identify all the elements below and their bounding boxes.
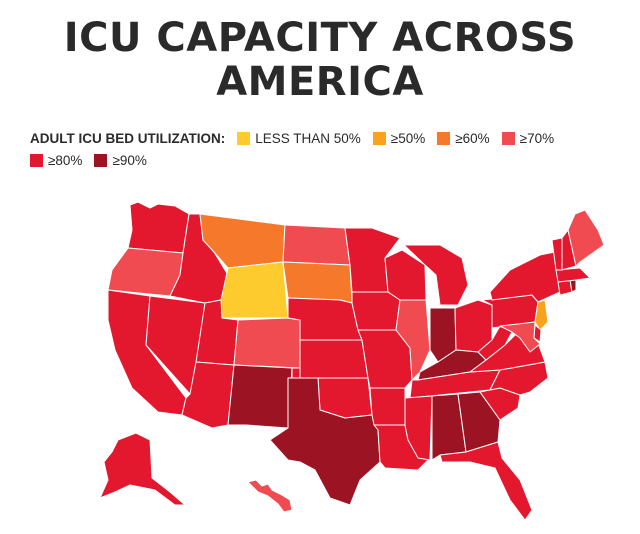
state-ME[interactable] — [567, 209, 605, 267]
legend-item-50: ≥50% — [372, 130, 426, 146]
legend-item-70: ≥70% — [501, 130, 555, 146]
state-MI[interactable] — [403, 244, 469, 306]
state-NM[interactable] — [227, 364, 293, 429]
legend-item-text: ≥80% — [48, 152, 83, 168]
legend-item-80: ≥80% — [30, 153, 82, 168]
state-NY[interactable] — [489, 251, 561, 303]
state-AK[interactable] — [99, 432, 186, 506]
state-FL[interactable] — [439, 441, 533, 521]
state-HI[interactable] — [247, 479, 293, 513]
state-SD[interactable] — [282, 261, 353, 304]
title-line-2: AMERICA — [216, 59, 424, 105]
legend-item-text: LESS THAN 50% — [255, 130, 361, 146]
legend-item-less-than-50: LESS THAN 50% — [237, 131, 361, 146]
state-IL[interactable] — [395, 299, 431, 381]
legend: ADULT ICU BED UTILIZATION: LESS THAN 50%… — [30, 128, 630, 172]
state-MD[interactable] — [499, 321, 541, 353]
state-AR[interactable] — [369, 387, 406, 426]
legend-item-text: ≥70% — [519, 130, 555, 146]
legend-swatch — [94, 153, 108, 167]
legend-swatch — [372, 131, 386, 145]
legend-swatch — [30, 153, 43, 167]
state-TX[interactable] — [269, 377, 381, 506]
legend-title: ADULT ICU BED UTILIZATION: — [30, 130, 226, 146]
state-OR[interactable] — [107, 247, 184, 297]
legend-swatch — [501, 131, 515, 145]
state-ND[interactable] — [282, 224, 351, 266]
state-WA[interactable] — [127, 201, 190, 254]
state-MA[interactable] — [555, 267, 591, 283]
legend-swatch — [237, 131, 251, 145]
legend-row-2: ≥80% ≥90% — [30, 150, 630, 170]
legend-item-90: ≥90% — [94, 152, 147, 168]
state-WY[interactable] — [220, 261, 289, 319]
state-IA[interactable] — [351, 291, 401, 331]
legend-swatch — [437, 131, 451, 145]
us-map — [99, 201, 605, 521]
state-KS[interactable] — [299, 339, 369, 379]
state-GA[interactable] — [457, 391, 501, 453]
state-CO[interactable] — [233, 317, 301, 369]
legend-row-1: ADULT ICU BED UTILIZATION: LESS THAN 50%… — [30, 128, 630, 148]
title-line-1: ICU CAPACITY ACROSS — [63, 15, 577, 61]
page-title: ICU CAPACITY ACROSS AMERICA — [0, 16, 640, 104]
legend-item-text: ≥50% — [390, 130, 426, 146]
state-NJ[interactable] — [534, 299, 549, 331]
legend-item-60: ≥60% — [437, 130, 490, 146]
legend-item-text: ≥90% — [112, 152, 147, 168]
legend-item-text: ≥60% — [455, 130, 490, 146]
